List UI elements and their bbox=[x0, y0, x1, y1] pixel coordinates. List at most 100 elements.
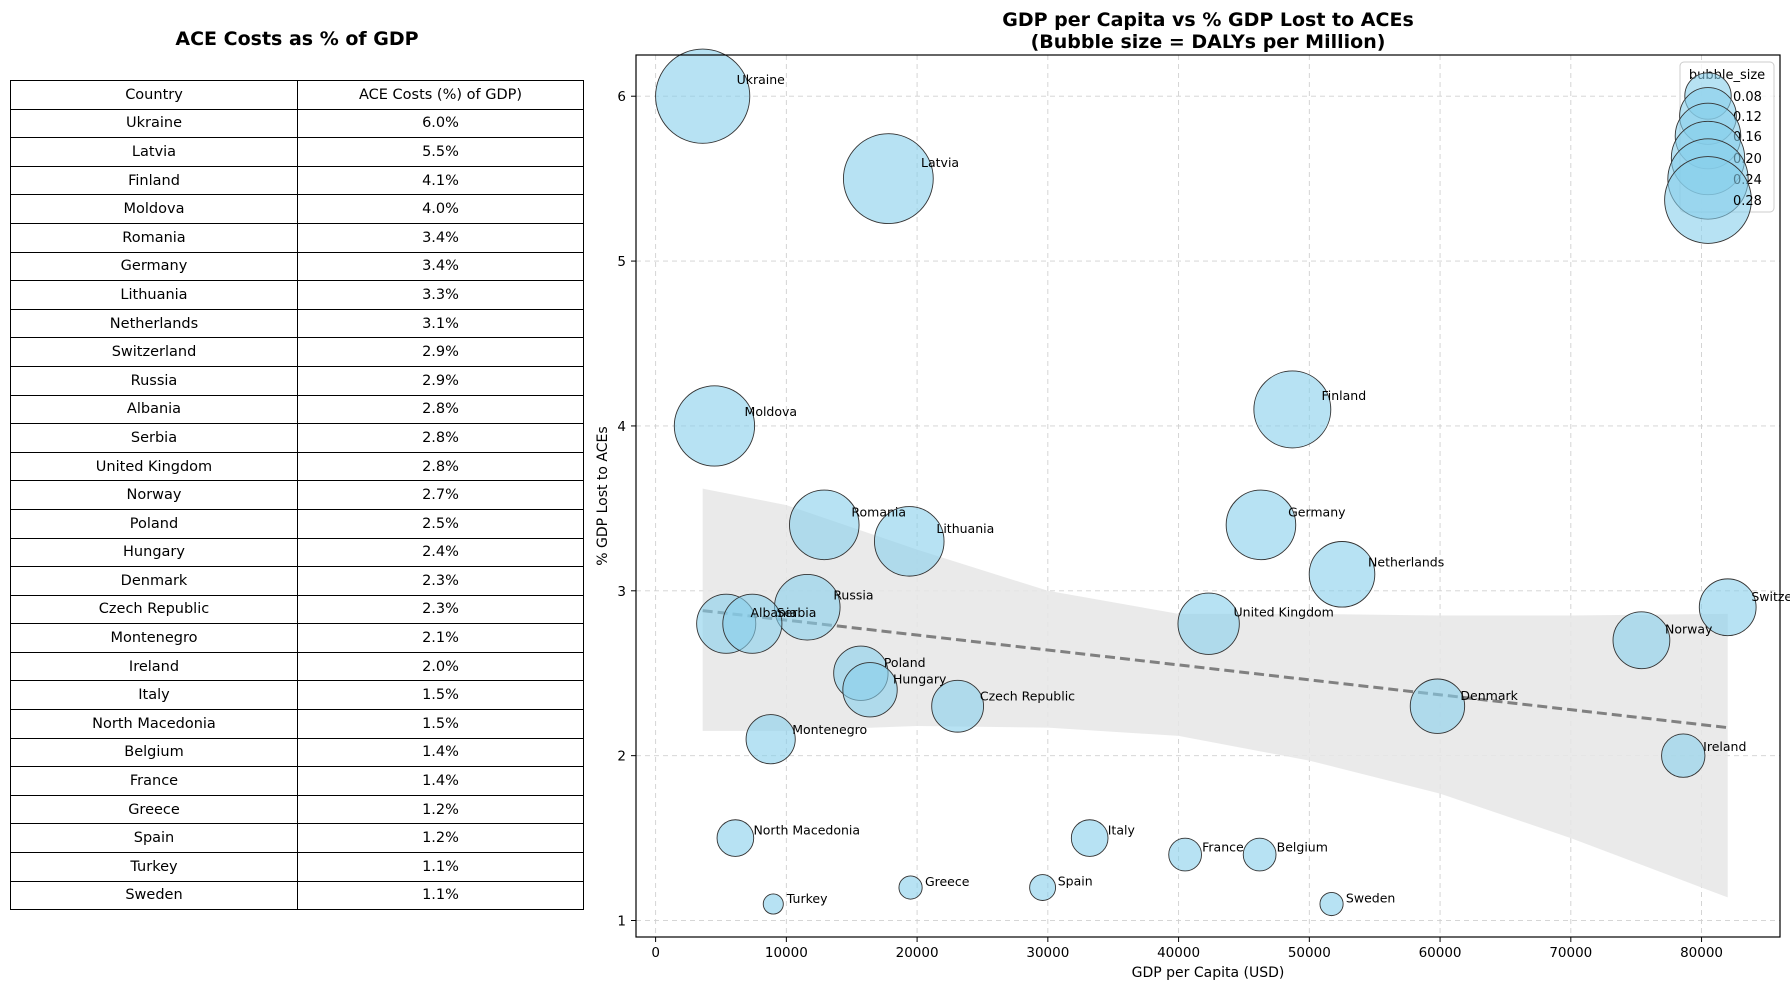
country-cell: Serbia bbox=[10, 423, 298, 453]
point-label: Poland bbox=[884, 655, 926, 670]
bubble-point bbox=[1225, 489, 1297, 561]
ace-cost-cell: 2.4% bbox=[297, 537, 584, 568]
bubble-point bbox=[1698, 578, 1757, 637]
table-row: Hungary 2.4% bbox=[10, 537, 584, 568]
bubble-point bbox=[1168, 837, 1202, 872]
ace-cost-cell: 3.4% bbox=[297, 222, 584, 253]
ace-costs-table: Country ACE Costs (%) of GDP) Ukraine 6.0%… bbox=[10, 80, 584, 911]
country-cell: Belgium bbox=[10, 737, 298, 768]
ace-cost-cell: 2.9% bbox=[297, 337, 584, 367]
bubble-point bbox=[842, 662, 898, 718]
bubble-point bbox=[1177, 592, 1240, 655]
point-label: United Kingdom bbox=[1234, 605, 1334, 620]
bubble-point bbox=[673, 385, 756, 467]
point-label: Netherlands bbox=[1368, 554, 1444, 569]
plot-frame bbox=[635, 54, 1781, 938]
x-tick-label: 40000 bbox=[1157, 945, 1200, 961]
x-axis-label: GDP per Capita (USD) bbox=[1132, 965, 1285, 981]
point-label: Spain bbox=[1058, 874, 1093, 889]
point-label: Romania bbox=[851, 504, 906, 519]
bubble-point bbox=[745, 714, 796, 765]
country-cell: Netherlands bbox=[10, 308, 298, 339]
country-cell: Poland bbox=[10, 508, 298, 539]
table-row: Lithuania 3.3% bbox=[10, 280, 584, 310]
table-row: Ireland 2.0% bbox=[10, 651, 584, 682]
bubble-point bbox=[1319, 891, 1344, 917]
legend-label: 0.08 bbox=[1733, 90, 1762, 105]
bubble-point bbox=[1070, 819, 1109, 857]
bubble-point bbox=[1253, 370, 1332, 449]
point-label: Russia bbox=[833, 587, 873, 602]
point-label: Germany bbox=[1288, 504, 1346, 519]
ace-cost-cell: 3.4% bbox=[297, 251, 584, 282]
table-row: Sweden 1.1% bbox=[10, 880, 584, 911]
country-cell: Spain bbox=[10, 823, 298, 854]
bubble-point bbox=[1409, 678, 1466, 734]
y-axis-label: % GDP Lost to ACEs bbox=[595, 426, 611, 565]
y-tick-label: 6 bbox=[617, 89, 626, 105]
point-label: Ireland bbox=[1703, 739, 1746, 754]
point-label: Denmark bbox=[1460, 688, 1518, 703]
ace-cost-cell: 1.2% bbox=[297, 823, 584, 854]
bubble-point bbox=[1308, 541, 1376, 608]
x-tick-label: 0 bbox=[651, 945, 660, 961]
table-row: Belgium 1.4% bbox=[10, 737, 584, 768]
point-label: Lithuania bbox=[936, 521, 994, 536]
bubble-point bbox=[1612, 611, 1671, 670]
bubble-point bbox=[898, 875, 923, 900]
point-label: Belgium bbox=[1277, 840, 1328, 855]
point-label: Czech Republic bbox=[980, 688, 1075, 703]
x-tick-label: 50000 bbox=[1288, 945, 1331, 961]
table-row: Denmark 2.3% bbox=[10, 566, 584, 596]
ace-cost-cell: 2.1% bbox=[297, 623, 584, 653]
y-tick-label: 2 bbox=[617, 749, 626, 765]
country-cell: Turkey bbox=[10, 852, 298, 882]
table-row: North Macedonia 1.5% bbox=[10, 709, 584, 739]
ace-cost-cell: 2.9% bbox=[297, 365, 584, 396]
y-tick-label: 3 bbox=[617, 584, 626, 600]
ace-cost-cell: 1.2% bbox=[297, 794, 584, 825]
country-cell: Montenegro bbox=[10, 623, 298, 653]
legend-label: 0.28 bbox=[1733, 194, 1762, 209]
country-cell: Sweden bbox=[10, 880, 298, 911]
confidence-band bbox=[702, 488, 1728, 898]
country-cell: Greece bbox=[10, 794, 298, 825]
y-tick-label: 5 bbox=[617, 254, 626, 270]
country-cell: Czech Republic bbox=[10, 594, 298, 625]
table-row: Ukraine 6.0% bbox=[10, 108, 584, 139]
bubble-point bbox=[655, 48, 751, 144]
x-tick-label: 60000 bbox=[1419, 945, 1462, 961]
ace-cost-cell: 1.4% bbox=[297, 737, 584, 768]
y-tick-label: 4 bbox=[617, 419, 626, 435]
country-cell: Switzerland bbox=[10, 337, 298, 367]
x-tick-label: 10000 bbox=[765, 945, 808, 961]
bubble-point bbox=[931, 679, 985, 733]
table-row: Norway 2.7% bbox=[10, 480, 584, 510]
table-row: Latvia 5.5% bbox=[10, 137, 584, 167]
point-label: Montenegro bbox=[792, 722, 867, 737]
table-row: Romania 3.4% bbox=[10, 222, 584, 253]
point-label: Albania bbox=[750, 605, 797, 620]
country-cell: Denmark bbox=[10, 566, 298, 596]
table-header-cell: ACE Costs (%) of GDP) bbox=[297, 80, 584, 110]
ace-cost-cell: 2.3% bbox=[297, 566, 584, 596]
bubble-point bbox=[842, 133, 934, 225]
table-row: Poland 2.5% bbox=[10, 508, 584, 539]
table-row: Switzerland 2.9% bbox=[10, 337, 584, 367]
table-row: Spain 1.2% bbox=[10, 823, 584, 854]
x-tick-label: 20000 bbox=[896, 945, 939, 961]
bubble-point bbox=[1242, 837, 1277, 872]
point-label: Turkey bbox=[786, 891, 828, 906]
table-row: Italy 1.5% bbox=[10, 680, 584, 711]
country-cell: Hungary bbox=[10, 537, 298, 568]
ace-cost-cell: 4.0% bbox=[297, 194, 584, 224]
table-row: Greece 1.2% bbox=[10, 794, 584, 825]
point-label: North Macedonia bbox=[753, 823, 860, 838]
legend-bubble bbox=[1664, 156, 1752, 244]
ace-cost-cell: 2.0% bbox=[297, 651, 584, 682]
point-label: Finland bbox=[1321, 388, 1366, 403]
table-header-row: Country ACE Costs (%) of GDP) bbox=[10, 80, 584, 110]
country-cell: Ireland bbox=[10, 651, 298, 682]
table-row: Finland 4.1% bbox=[10, 165, 584, 196]
